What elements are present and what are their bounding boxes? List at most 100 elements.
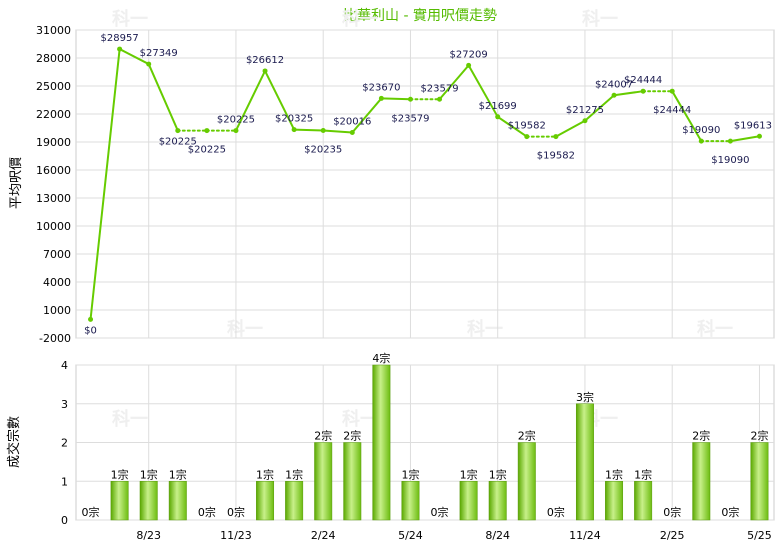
- bar-label: 4宗: [372, 351, 390, 365]
- data-point: [756, 133, 762, 139]
- line-chart-panel: -2000 1000 4000 7000 10000 13000 16000 19000 220…: [36, 24, 775, 345]
- data-point: [291, 127, 297, 133]
- bar-label: 3宗: [576, 390, 594, 404]
- y-tick-label: 3: [61, 398, 68, 411]
- data-label: $20225: [217, 115, 255, 126]
- x-tick-label: 5/25: [747, 529, 772, 542]
- bar-y-axis-label: 成交宗數: [6, 416, 22, 468]
- data-label: $20325: [275, 114, 313, 125]
- data-label: $20225: [188, 145, 226, 156]
- x-tick-label: 5/24: [398, 529, 423, 542]
- series-line-segment: [467, 64, 499, 118]
- data-point: [349, 130, 355, 136]
- series-line-segment: [118, 48, 150, 66]
- data-label: $23670: [362, 82, 400, 93]
- bar-label: 1宗: [489, 467, 507, 481]
- bar-label: 0宗: [663, 505, 681, 519]
- series-line-segment: [234, 69, 267, 132]
- bar-label: 1宗: [256, 467, 274, 481]
- data-point: [437, 96, 443, 102]
- data-label: $28957: [101, 33, 139, 44]
- bar-label: 1宗: [401, 467, 419, 481]
- y-tick-label: -2000: [39, 332, 71, 345]
- y-tick-label: 10000: [36, 220, 71, 233]
- y-tick-label: 1: [61, 475, 68, 488]
- series-line-segment: [438, 64, 470, 101]
- bar: [343, 442, 362, 521]
- data-label: $27209: [450, 49, 488, 60]
- y-tick-label: 22000: [36, 108, 71, 121]
- y-tick-label: 1000: [43, 304, 71, 317]
- data-point: [378, 95, 384, 101]
- y-tick-label: 13000: [36, 192, 71, 205]
- bar: [285, 481, 304, 521]
- data-label: $19582: [537, 151, 575, 162]
- series-line-segment: [147, 63, 179, 132]
- bar-label: 1宗: [285, 467, 303, 481]
- y-tick-label: 4000: [43, 276, 71, 289]
- y-tick-label: 31000: [36, 24, 71, 37]
- bar-chart-panel: 0 1 2 3 4 8/23 11/23 2/24 5/24 8/24 11/24 2/25 5/25 0…: [61, 351, 775, 542]
- data-point: [262, 68, 268, 74]
- series-line-segment: [613, 90, 645, 97]
- data-label: $24444: [653, 105, 691, 116]
- data-label: $24007: [595, 79, 633, 90]
- data-point: [466, 62, 472, 68]
- watermark: 科一: [227, 318, 263, 340]
- watermark: 科一: [112, 8, 148, 30]
- bar: [459, 481, 478, 521]
- x-tick-label: 8/23: [136, 529, 161, 542]
- watermark: 科一: [342, 8, 378, 30]
- y-tick-label: 16000: [36, 164, 71, 177]
- bar: [256, 481, 275, 521]
- series-line-segment: [671, 90, 703, 143]
- x-tick-label: 2/25: [660, 529, 685, 542]
- data-point: [727, 138, 733, 144]
- data-point: [175, 128, 181, 134]
- series-line-segment: [380, 97, 412, 101]
- bar-label: 1宗: [605, 467, 623, 481]
- series-line-segment: [554, 119, 586, 138]
- data-point: [640, 88, 646, 94]
- bar-label: 0宗: [547, 505, 565, 519]
- bar-label: 0宗: [198, 505, 216, 519]
- data-point: [669, 88, 675, 94]
- data-label: $0: [84, 325, 97, 336]
- bar: [372, 364, 391, 521]
- data-label: $27349: [140, 48, 178, 59]
- x-tick-label: 8/24: [485, 529, 510, 542]
- x-tick-label: 11/24: [569, 529, 601, 542]
- data-label: $20235: [304, 144, 342, 155]
- data-point: [146, 61, 152, 67]
- line-plot-frame: [75, 29, 775, 339]
- data-point: [582, 118, 588, 124]
- watermark: 科一: [342, 408, 378, 430]
- bar-label: 1宗: [111, 467, 129, 481]
- data-label: $21699: [479, 101, 517, 112]
- bar-label: 0宗: [431, 505, 449, 519]
- data-point: [524, 134, 530, 140]
- bar-label: 1宗: [460, 467, 478, 481]
- data-point: [611, 92, 617, 98]
- y-tick-label: 4: [61, 359, 68, 372]
- series-line-segment: [293, 128, 325, 132]
- x-tick-label: 2/24: [311, 529, 336, 542]
- data-label: $19613: [734, 120, 772, 131]
- bar-label: 0宗: [82, 505, 100, 519]
- bar-label: 2宗: [750, 429, 768, 443]
- data-label: $21275: [566, 105, 604, 116]
- y-tick-label: 7000: [43, 248, 71, 261]
- series-line-segment: [351, 97, 383, 134]
- series-line-segment: [264, 69, 296, 131]
- bar-label: 0宗: [227, 505, 245, 519]
- data-point: [204, 128, 210, 134]
- data-label: $20016: [333, 117, 371, 128]
- chart-title: 比華利山 - 實用呎價走勢: [343, 7, 497, 24]
- bar: [634, 481, 653, 521]
- bar: [314, 442, 333, 521]
- series-line-segment: [89, 48, 121, 321]
- y-tick-label: 2: [61, 437, 68, 450]
- bar: [139, 481, 158, 521]
- bar: [750, 442, 769, 521]
